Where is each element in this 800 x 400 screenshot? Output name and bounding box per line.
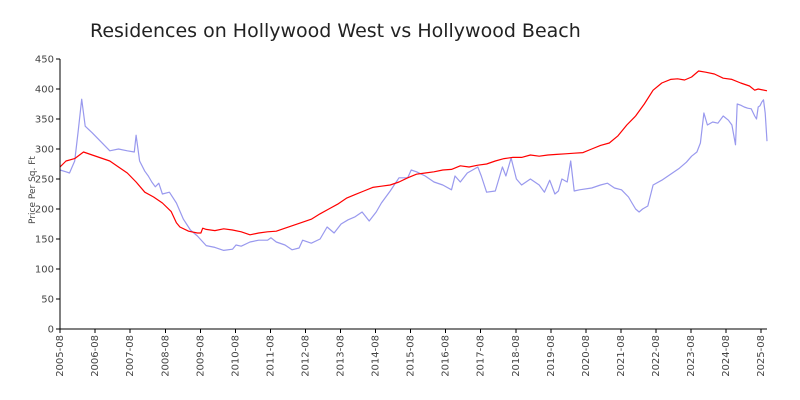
x-tick-label: 2025-08 (756, 335, 767, 377)
y-tick-label: 250 (35, 175, 54, 186)
y-tick-label: 450 (35, 55, 54, 66)
x-tick-label: 2023-08 (686, 335, 697, 377)
x-tick-label: 2005-08 (55, 335, 66, 377)
x-tick-label: 2018-08 (511, 335, 522, 377)
y-axis-label: Price Per Sq. Ft (28, 156, 38, 224)
x-tick-label: 2024-08 (721, 335, 732, 377)
y-tick-label: 0 (48, 325, 54, 336)
x-tick-label: 2008-08 (160, 335, 171, 377)
series-lines (59, 70, 768, 251)
x-tick-label: 2013-08 (336, 335, 347, 377)
y-tick-label: 50 (41, 295, 54, 306)
x-tick-label: 2015-08 (406, 335, 417, 377)
y-tick-label: 350 (35, 115, 54, 126)
x-tick-label: 2014-08 (371, 335, 382, 377)
y-tick-label: 400 (35, 85, 54, 96)
x-tick-label: 2017-08 (476, 335, 487, 377)
x-tick-label: 2011-08 (265, 335, 276, 377)
x-tick-label: 2020-08 (581, 335, 592, 377)
y-tick-label: 200 (35, 205, 54, 216)
x-tick-label: 2021-08 (616, 335, 627, 377)
x-tick-label: 2009-08 (195, 335, 206, 377)
x-tick-label: 2006-08 (90, 335, 101, 377)
x-tick-label: 2022-08 (651, 335, 662, 377)
y-tick-label: 100 (35, 265, 54, 276)
x-tick-label: 2016-08 (441, 335, 452, 377)
series-line-hollywood-west (59, 98, 768, 251)
x-tick-label: 2012-08 (300, 335, 311, 377)
x-tick-label: 2019-08 (546, 335, 557, 377)
x-tick-label: 2007-08 (125, 335, 136, 377)
y-axis: 0 50 100 150 200 250 300 350 400 450 (35, 55, 60, 336)
chart-title: Residences on Hollywood West vs Hollywoo… (90, 20, 581, 42)
y-tick-label: 150 (35, 235, 54, 246)
x-tick-label: 2010-08 (230, 335, 241, 377)
x-axis: 2005-08 2006-08 2007-08 2008-08 2009-08 2010-… (55, 329, 767, 377)
y-tick-label: 300 (35, 145, 54, 156)
series-line-hollywood-beach (59, 70, 768, 236)
